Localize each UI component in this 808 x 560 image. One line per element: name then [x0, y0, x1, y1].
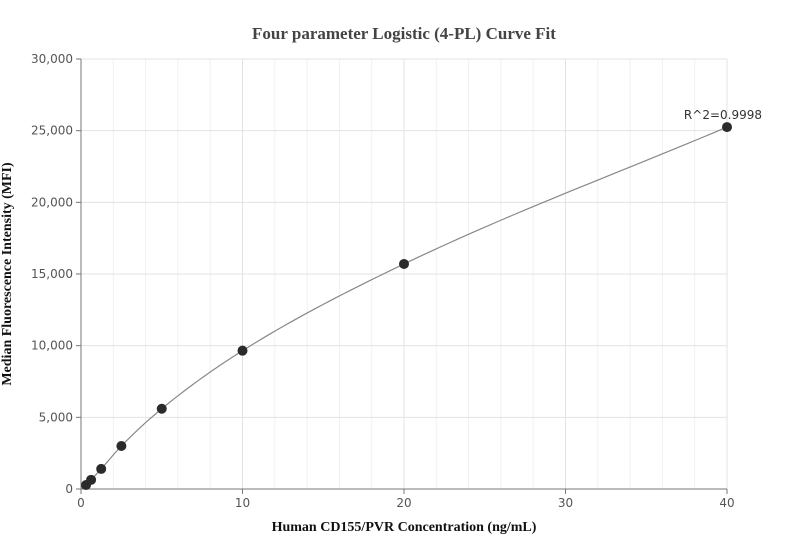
chart-title: Four parameter Logistic (4-PL) Curve Fit [252, 24, 556, 43]
data-point [722, 122, 732, 133]
y-tick-label: 30,000 [31, 52, 73, 66]
axes [76, 58, 728, 494]
data-point [86, 474, 97, 485]
x-axis-label: Human CD155/PVR Concentration (ng/mL) [272, 520, 537, 535]
data-point [237, 345, 248, 356]
grid [81, 58, 728, 489]
data-points [81, 122, 732, 490]
data-point [116, 441, 127, 451]
data-point [156, 403, 167, 414]
data-point [399, 258, 409, 269]
x-tick-label: 40 [719, 496, 734, 510]
data-point [96, 463, 107, 474]
y-tick-label: 10,000 [31, 339, 73, 353]
x-tick-label: 20 [396, 496, 411, 510]
x-tick-label: 0 [77, 496, 85, 510]
r-squared-annotation: R^2=0.9998 [684, 108, 762, 122]
y-tick-label: 15,000 [31, 267, 73, 281]
y-tick-label: 20,000 [31, 195, 73, 209]
y-tick-label: 0 [65, 482, 73, 496]
y-axis-label: Median Fluorescence Intensity (MFI) [0, 162, 15, 386]
y-tick-label: 5,000 [39, 410, 73, 424]
y-tick-label: 25,000 [31, 124, 73, 138]
tick-labels: 0 10 20 30 40 0 5,000 10,000 15,000 20,000 25,000 3… [31, 52, 735, 510]
x-tick-label: 10 [235, 496, 250, 510]
x-tick-label: 30 [558, 496, 573, 510]
